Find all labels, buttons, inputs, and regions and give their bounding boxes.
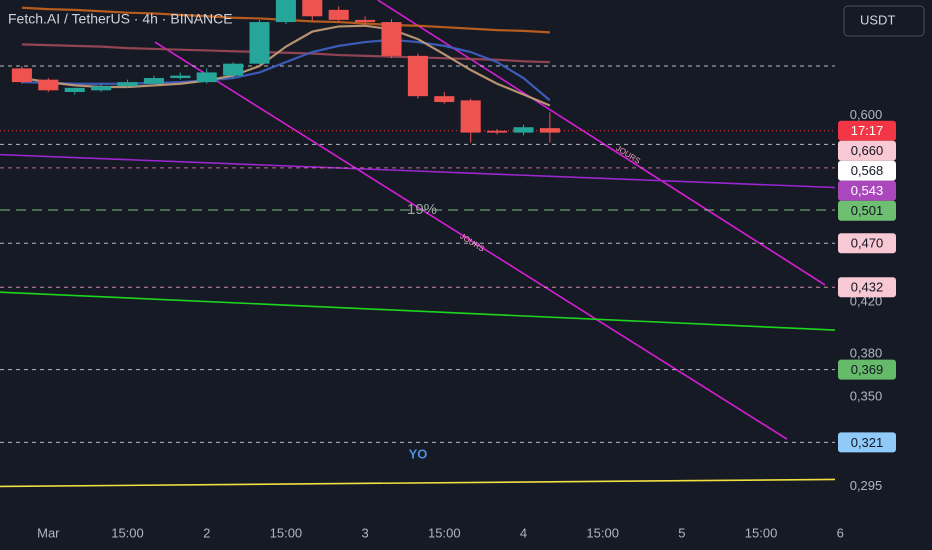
candle-body: [275, 0, 296, 23]
candle-body: [381, 22, 402, 56]
price-badge-label: 17:17: [851, 123, 884, 138]
annotation: 19%: [407, 201, 437, 218]
price-badge: [838, 180, 896, 201]
price-badge-label: 0,660: [851, 143, 884, 158]
y-tick-label: 0,295: [850, 478, 883, 493]
candle-body: [64, 87, 85, 92]
ma-line: [21, 43, 550, 64]
y-tick-label: 0,380: [850, 346, 883, 361]
candle-body: [539, 128, 560, 133]
candle-body: [249, 22, 270, 64]
x-tick-label: 15:00: [270, 525, 303, 540]
price-badge-label: 0,432: [851, 280, 884, 295]
price-badge: [838, 277, 896, 298]
candle-body: [407, 55, 428, 97]
axes: Mar 15:00 2 15:00 3 15:00 4 15:00 5 15:00 6 0,600 0,…: [37, 107, 896, 540]
candle-body: [196, 72, 217, 83]
button-label[interactable]: USDT: [860, 12, 895, 27]
x-tick-label: 15:00: [745, 525, 778, 540]
candle-body: [328, 9, 349, 20]
y-tick-label: 0,350: [850, 389, 883, 404]
candle-body: [91, 86, 112, 91]
candle-body: [117, 82, 138, 87]
x-tick-label: 2: [203, 525, 210, 540]
x-tick-label: 3: [361, 525, 368, 540]
price-badge: [838, 359, 896, 380]
candle-body: [513, 127, 534, 133]
price-badge-label: 0,470: [851, 236, 884, 251]
x-tick-label: 15:00: [586, 525, 619, 540]
price-badge: [838, 233, 896, 254]
trend-line: [0, 291, 835, 331]
price-badge: [838, 120, 896, 141]
x-tick-label: 5: [678, 525, 685, 540]
button-frame[interactable]: [843, 5, 925, 37]
price-badge-label: 0,369: [851, 362, 884, 377]
price-badge-label: 0,321: [851, 435, 884, 450]
candle-body: [302, 0, 323, 17]
candle-body: [434, 96, 455, 103]
price-badge-label: 0,543: [851, 183, 884, 198]
candle-body: [223, 63, 244, 76]
price-badge-label: 0,501: [851, 203, 884, 218]
price-badge: [838, 140, 896, 161]
x-tick-label: Mar: [37, 525, 60, 540]
candle-body: [38, 79, 59, 91]
x-tick-label: 4: [520, 525, 527, 540]
candle-body: [11, 68, 32, 83]
trend-line: [0, 478, 835, 488]
currency-button[interactable]: USDT: [843, 5, 925, 37]
candle-body: [143, 78, 164, 84]
price-badge: [838, 160, 896, 181]
price-badge: [838, 432, 896, 453]
ma-line: [21, 38, 551, 102]
y-tick-label: 0,600: [850, 107, 883, 122]
candle-body: [460, 100, 481, 133]
trend-line: [154, 41, 788, 440]
x-tick-label: 15:00: [111, 525, 144, 540]
candle-body: [487, 130, 508, 133]
annotation: YO: [409, 446, 428, 461]
x-tick-label: 15:00: [428, 525, 461, 540]
price-badge-label: 0,568: [851, 163, 884, 178]
chart-title: Fetch.AI / TetherUS · 4h · BINANCE: [8, 11, 233, 27]
trend-line: [0, 153, 835, 189]
candle-body: [355, 19, 376, 23]
plot-area: [0, 0, 835, 488]
candle-body: [170, 75, 191, 79]
x-tick-label: 6: [837, 525, 844, 540]
price-badge: [838, 200, 896, 221]
